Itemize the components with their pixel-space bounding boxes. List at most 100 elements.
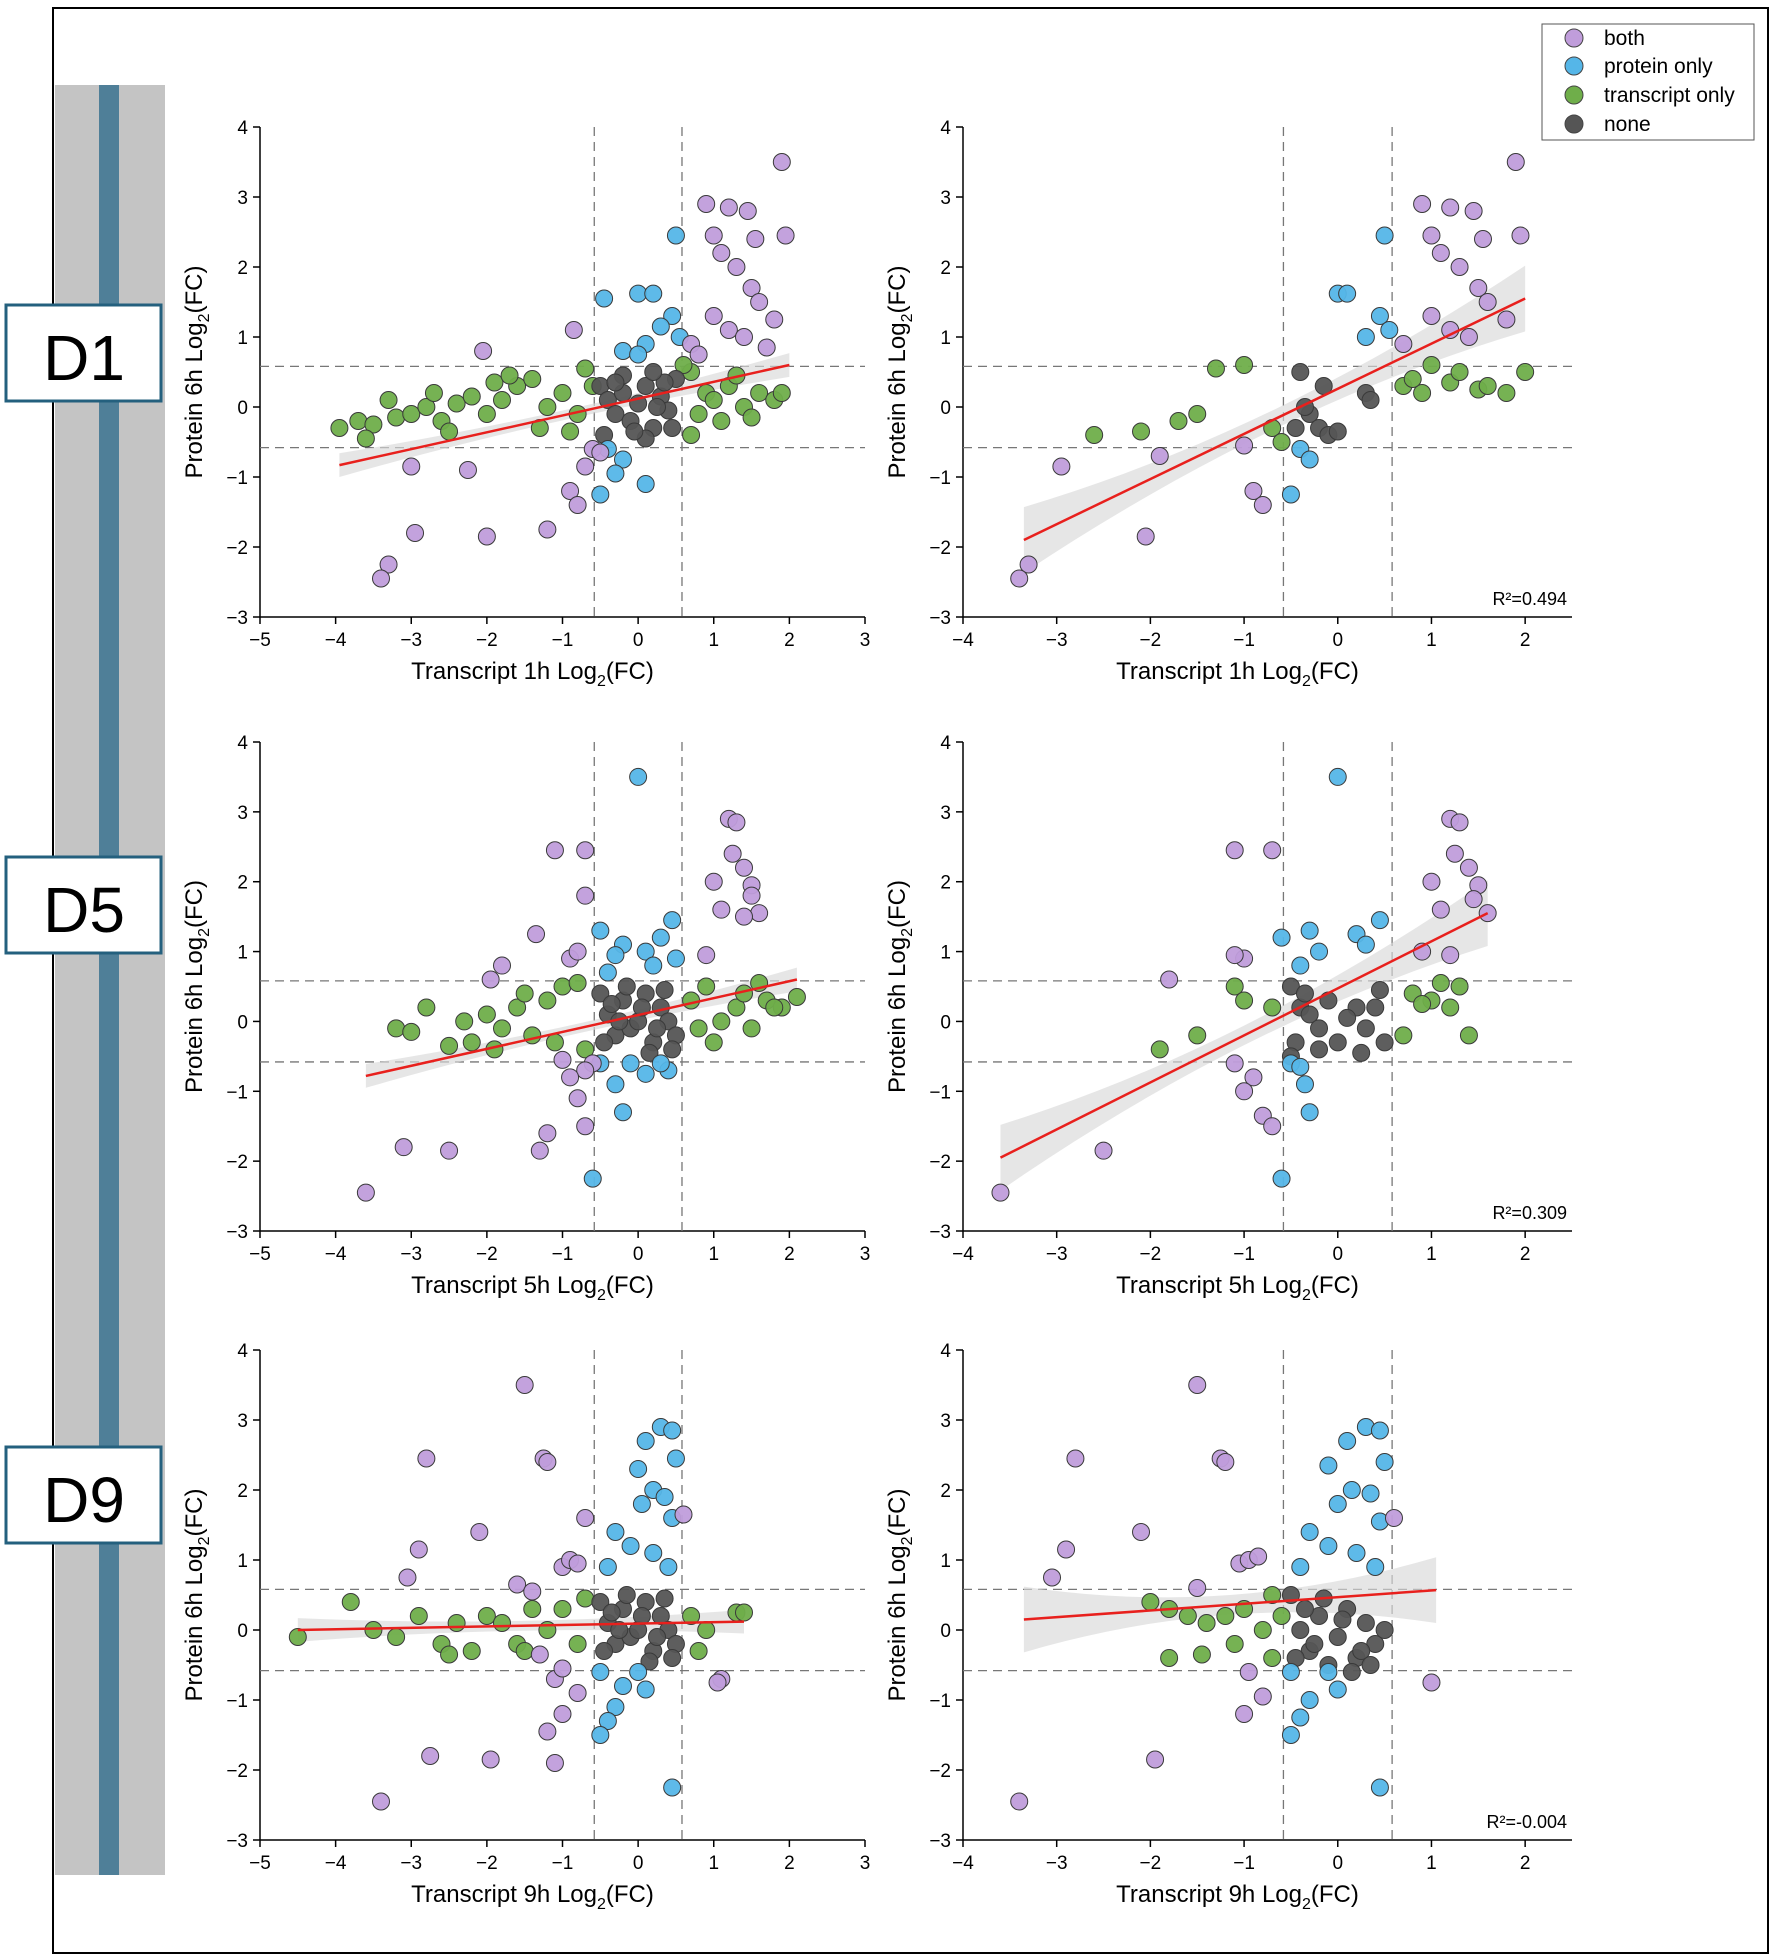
point-both <box>1506 153 1525 171</box>
point-both <box>1253 496 1272 514</box>
point-none <box>606 373 625 392</box>
point-both <box>991 1183 1010 1202</box>
x-tick-label: −2 <box>476 630 498 651</box>
point-both <box>1235 1082 1254 1101</box>
x-tick-label: 2 <box>1520 630 1531 651</box>
point-protein-only <box>1370 911 1389 930</box>
y-tick-label: 1 <box>940 328 951 349</box>
point-both <box>735 328 753 346</box>
point-transcript-only <box>742 408 761 427</box>
point-transcript-only <box>387 408 406 427</box>
point-transcript-only <box>493 391 511 409</box>
point-both <box>750 293 769 311</box>
point-both <box>538 1124 557 1143</box>
x-tick-label: 3 <box>860 630 871 651</box>
point-protein-only <box>629 1663 648 1681</box>
point-none <box>636 377 655 395</box>
point-protein-only <box>591 921 610 940</box>
point-both <box>1043 1568 1062 1587</box>
point-protein-only <box>629 767 648 786</box>
y-tick-label: −1 <box>226 1082 248 1103</box>
point-both <box>772 153 791 171</box>
point-both <box>481 970 500 989</box>
point-both <box>1422 872 1441 891</box>
point-transcript-only <box>568 974 587 993</box>
point-both <box>379 555 398 574</box>
row-label-text: D9 <box>43 1464 125 1536</box>
y-tick-label: −3 <box>226 608 248 629</box>
point-both <box>697 946 716 965</box>
point-protein-only <box>636 1064 655 1083</box>
x-tick-label: 2 <box>784 630 795 651</box>
x-tick-label: 1 <box>708 630 719 651</box>
point-none <box>1356 1614 1375 1632</box>
point-both <box>776 226 795 245</box>
y-tick-label: 4 <box>940 118 951 139</box>
point-protein-only <box>1370 1778 1389 1797</box>
point-both <box>421 1747 440 1765</box>
point-transcript-only <box>1085 426 1104 444</box>
legend-item-none: none <box>1564 113 1651 136</box>
x-tick-label: −3 <box>400 1244 422 1265</box>
point-transcript-only <box>727 998 746 1017</box>
x-tick-label: 0 <box>633 630 644 651</box>
x-tick-label: −5 <box>249 630 271 651</box>
r-squared-label: R²=0.309 <box>1492 1203 1567 1223</box>
point-protein-only <box>606 464 625 483</box>
y-tick-label: 4 <box>237 733 248 754</box>
legend-label: protein only <box>1604 55 1713 78</box>
x-tick-label: 0 <box>1332 1244 1343 1265</box>
point-none <box>602 1603 621 1622</box>
x-tick-label: −3 <box>400 1853 422 1874</box>
point-protein-only <box>614 1103 632 1122</box>
point-transcript-only <box>288 1628 307 1646</box>
y-tick-label: −3 <box>226 1222 248 1243</box>
point-protein-only <box>629 1460 648 1478</box>
point-transcript-only <box>508 998 527 1017</box>
point-transcript-only <box>356 429 375 448</box>
point-transcript-only <box>417 998 436 1017</box>
legend-marker <box>1564 56 1584 76</box>
point-protein-only <box>614 342 632 360</box>
point-protein-only <box>1300 1523 1319 1541</box>
point-transcript-only <box>1394 1026 1413 1045</box>
x-axis-label: Transcript 1h Log2(FC) <box>411 658 654 690</box>
point-both <box>1235 1705 1254 1723</box>
row-label-text: D5 <box>43 874 125 946</box>
y-tick-label: 2 <box>940 258 951 279</box>
figure-border <box>52 7 1769 1954</box>
point-both <box>409 1540 428 1559</box>
y-tick-label: −3 <box>929 608 951 629</box>
point-both <box>576 841 595 860</box>
point-both <box>1057 1540 1076 1559</box>
point-transcript-only <box>1188 405 1207 423</box>
point-transcript-only <box>523 1600 542 1618</box>
point-protein-only <box>1380 321 1399 339</box>
point-both <box>576 1509 595 1527</box>
point-transcript-only <box>576 1589 595 1608</box>
point-both <box>712 244 731 262</box>
point-transcript-only <box>576 359 595 378</box>
point-both <box>530 1645 549 1664</box>
point-protein-only <box>1300 450 1319 469</box>
x-tick-label: −5 <box>249 1853 271 1874</box>
point-protein-only <box>606 1523 625 1541</box>
x-tick-label: 1 <box>1426 1853 1437 1874</box>
point-transcript-only <box>689 1019 708 1038</box>
x-tick-label: −5 <box>249 1244 271 1265</box>
point-none <box>648 1019 667 1038</box>
point-transcript-only <box>1206 359 1225 378</box>
y-axis-label: Protein 6h Log2(FC) <box>181 265 213 478</box>
point-transcript-only <box>364 1621 383 1639</box>
y-tick-label: 4 <box>237 118 248 139</box>
point-both <box>1010 569 1029 588</box>
x-tick-label: −1 <box>552 630 574 651</box>
y-tick-label: 0 <box>940 1012 951 1033</box>
x-tick-label: 0 <box>1332 630 1343 651</box>
y-tick-label: 4 <box>940 733 951 754</box>
point-protein-only <box>1300 1691 1319 1709</box>
point-transcript-only <box>1272 1607 1291 1625</box>
regression-line <box>365 978 798 1078</box>
point-both <box>1459 858 1478 877</box>
